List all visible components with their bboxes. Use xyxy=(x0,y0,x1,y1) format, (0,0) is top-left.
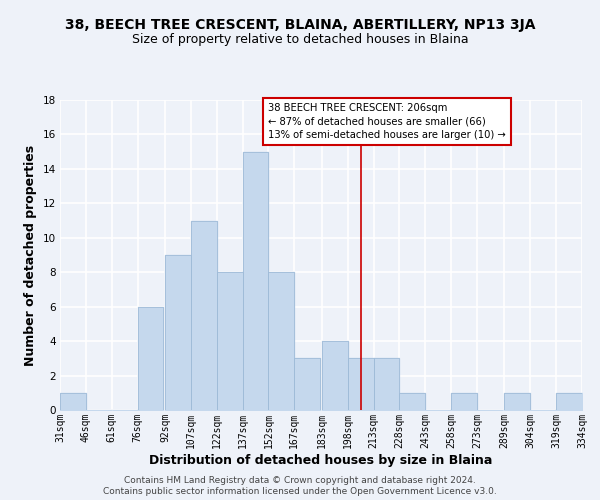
Text: 38, BEECH TREE CRESCENT, BLAINA, ABERTILLERY, NP13 3JA: 38, BEECH TREE CRESCENT, BLAINA, ABERTIL… xyxy=(65,18,535,32)
Y-axis label: Number of detached properties: Number of detached properties xyxy=(24,144,37,366)
Text: Size of property relative to detached houses in Blaina: Size of property relative to detached ho… xyxy=(131,32,469,46)
Text: Contains public sector information licensed under the Open Government Licence v3: Contains public sector information licen… xyxy=(103,488,497,496)
Text: Contains HM Land Registry data © Crown copyright and database right 2024.: Contains HM Land Registry data © Crown c… xyxy=(124,476,476,485)
X-axis label: Distribution of detached houses by size in Blaina: Distribution of detached houses by size … xyxy=(149,454,493,466)
Text: 38 BEECH TREE CRESCENT: 206sqm
← 87% of detached houses are smaller (66)
13% of : 38 BEECH TREE CRESCENT: 206sqm ← 87% of … xyxy=(268,104,506,140)
